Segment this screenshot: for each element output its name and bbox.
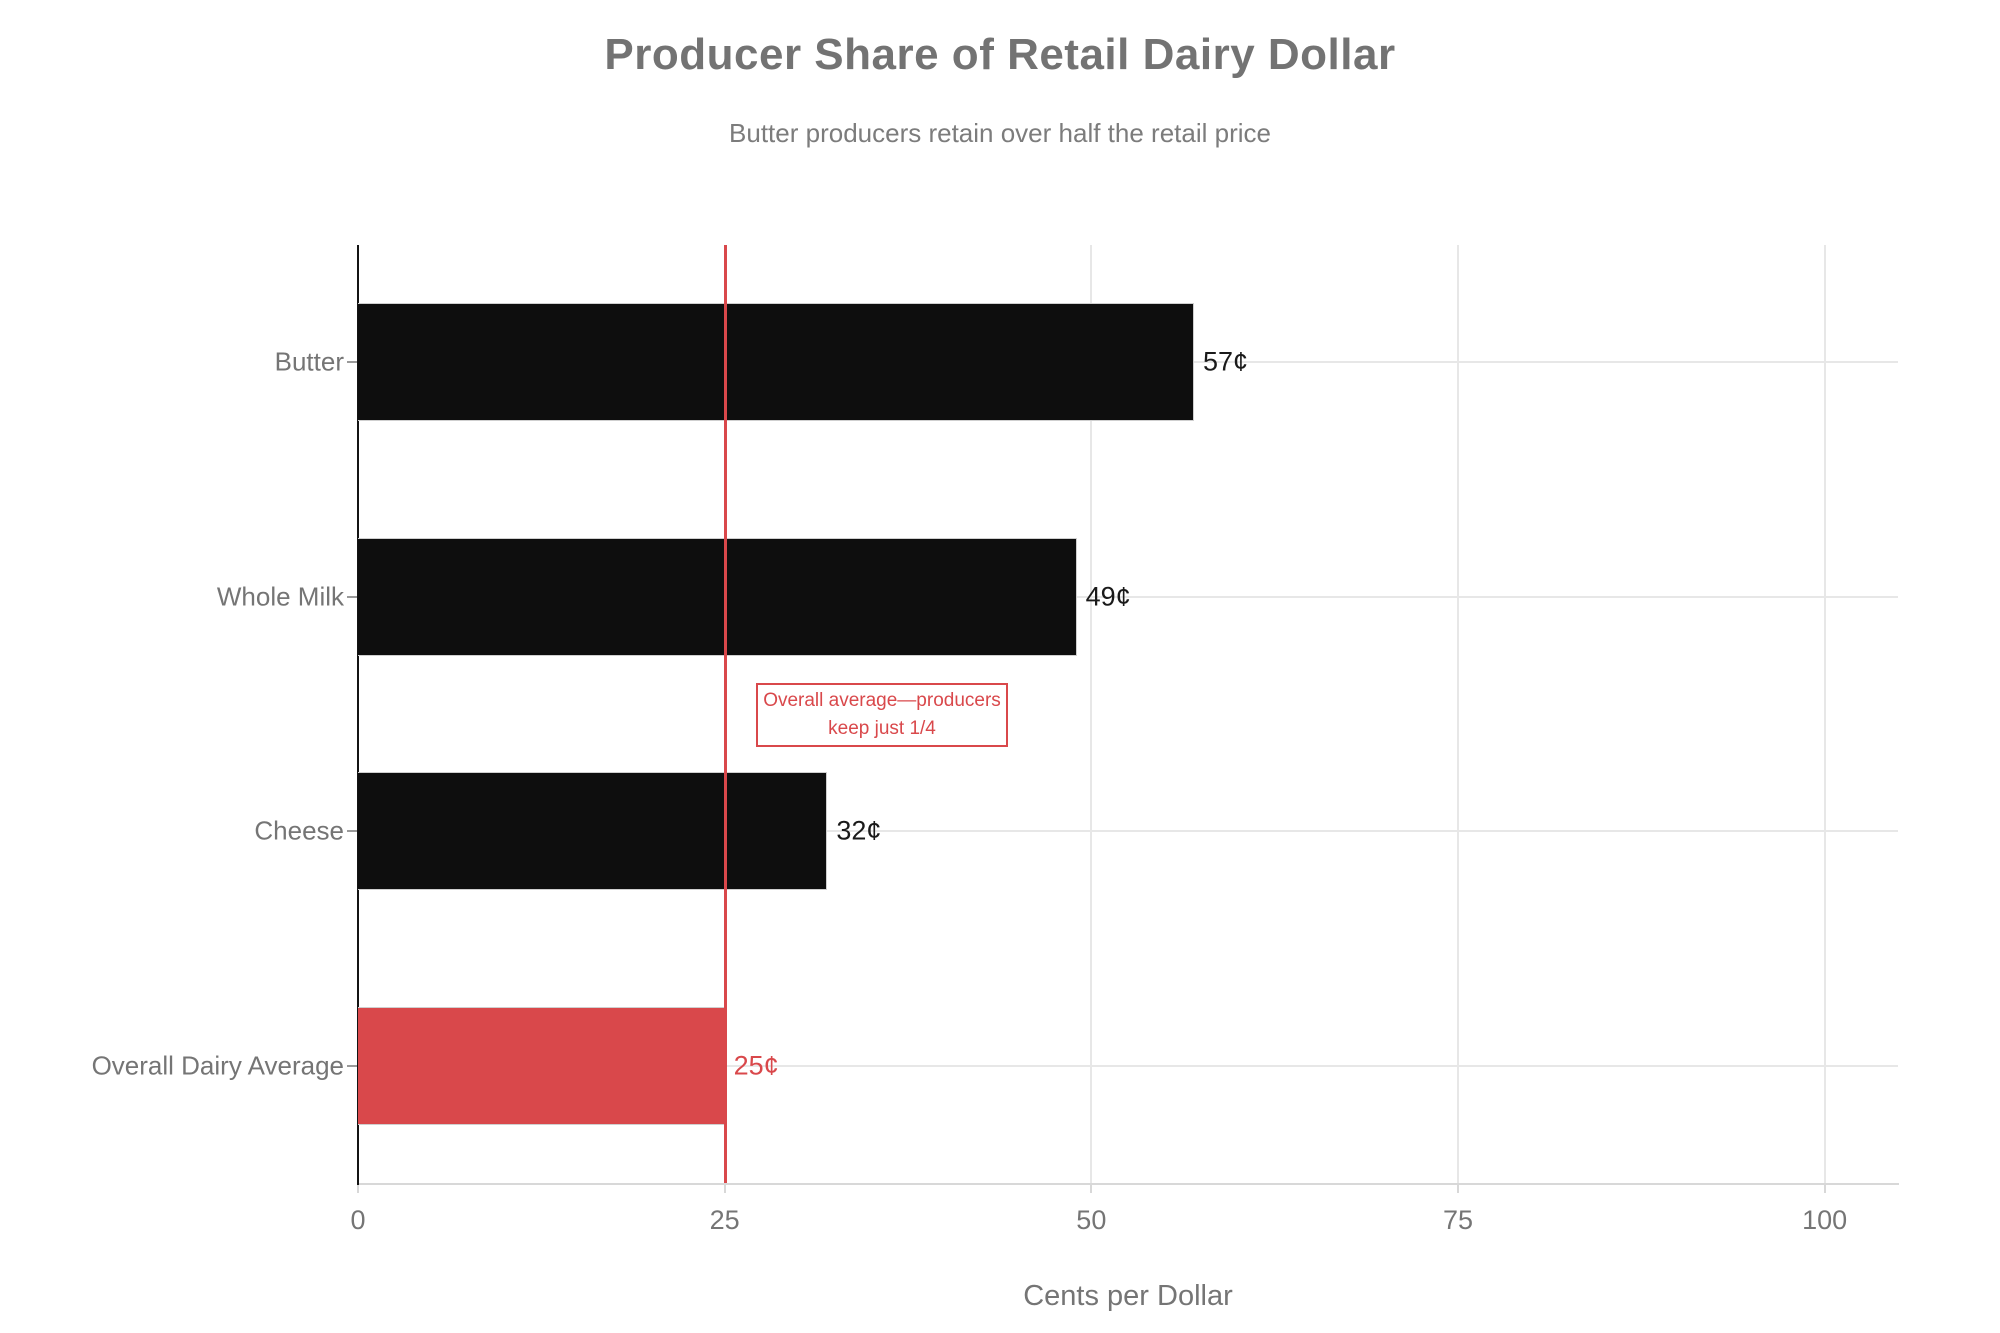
bar-value-label: 57¢ (1203, 346, 1249, 377)
annotation-line-1: Overall average—producers (763, 690, 1001, 711)
annotation-line-2: keep just 1/4 (828, 718, 936, 739)
bar-value-label: 25¢ (733, 1050, 779, 1081)
y-axis-line (357, 245, 359, 1185)
x-tick-mark (1090, 1185, 1093, 1193)
gridline-horizontal (358, 1064, 1898, 1067)
reference-annotation: Overall average—producers keep just 1/4 (756, 683, 1008, 747)
chart-title: Producer Share of Retail Dairy Dollar (604, 30, 1396, 79)
category-tick-mark (347, 830, 357, 833)
x-axis-title: Cents per Dollar (1023, 1280, 1233, 1312)
x-axis-line (357, 1183, 1899, 1185)
x-tick-mark (357, 1185, 359, 1193)
category-label: Cheese (254, 815, 344, 846)
category-tick-mark (347, 1064, 357, 1067)
bar-whole-milk (358, 537, 1077, 656)
x-tick-mark (1457, 1185, 1459, 1193)
category-tick-mark (347, 595, 357, 598)
plot-area: Cents per Dollar 57¢ Butter 49¢ Whole Milk 3… (92, 245, 1899, 1312)
category-tick-mark (347, 361, 357, 364)
category-label: Butter (274, 346, 344, 377)
category-label: Overall Dairy Average (91, 1050, 344, 1081)
x-tick-label: 75 (1442, 1205, 1474, 1235)
bar-butter (358, 303, 1194, 422)
bar-overall-dairy-average (358, 1006, 725, 1125)
gridline-vertical-50 (1090, 245, 1093, 1183)
x-tick-mark (723, 1185, 726, 1193)
x-tick-label: 25 (709, 1205, 740, 1235)
category-label: Whole Milk (216, 581, 344, 612)
bar-value-label: 49¢ (1085, 581, 1131, 612)
x-tick-label: 100 (1802, 1205, 1848, 1235)
gridline-horizontal (358, 595, 1898, 598)
x-tick-mark (1823, 1185, 1826, 1193)
bar-value-label: 32¢ (836, 815, 882, 846)
chart-subtitle: Butter producers retain over half the re… (729, 118, 1271, 148)
gridline-horizontal (358, 830, 1898, 833)
gridline-vertical-100 (1823, 245, 1826, 1183)
reference-line (723, 245, 727, 1183)
gridline-vertical-75 (1457, 245, 1459, 1183)
bar-cheese (358, 772, 828, 891)
x-tick-label: 50 (1076, 1205, 1107, 1235)
x-tick-label: 0 (350, 1205, 366, 1235)
